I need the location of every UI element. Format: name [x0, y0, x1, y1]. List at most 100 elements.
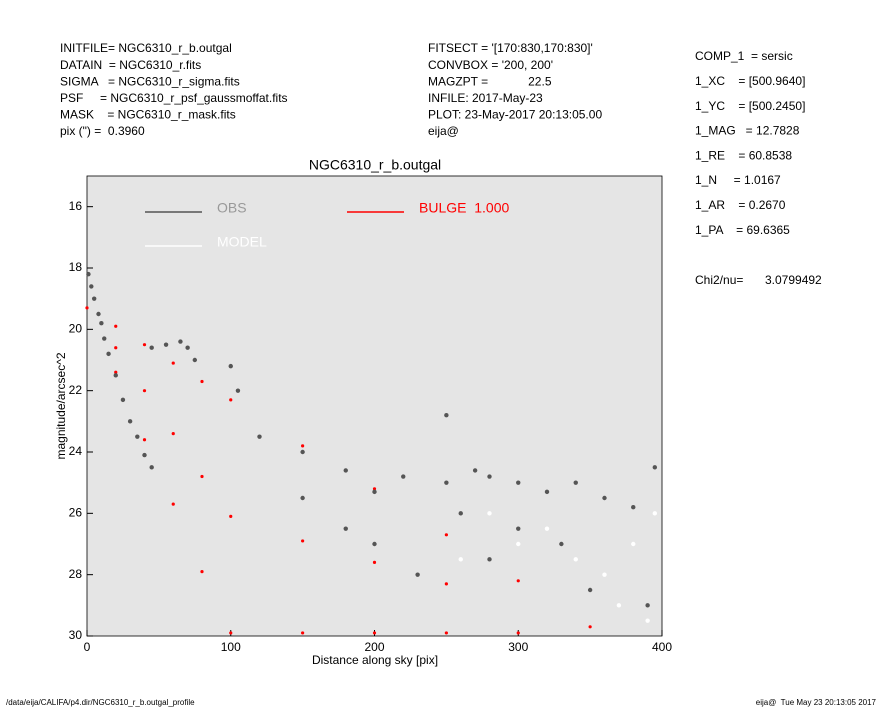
data-point [487, 511, 492, 516]
data-point [257, 434, 262, 439]
data-point [645, 618, 650, 623]
header-line: INFILE: 2017-May-23 [428, 91, 543, 105]
data-point [343, 526, 348, 531]
data-point [631, 541, 636, 547]
data-point [96, 311, 101, 317]
header-line: MASK = NGC6310_r_mask.fits [60, 108, 236, 122]
data-point [372, 541, 377, 547]
data-point [372, 631, 377, 635]
data-point [300, 449, 305, 455]
data-point [142, 438, 147, 442]
y-tick-label: 20 [69, 322, 83, 336]
data-point [587, 587, 593, 593]
x-tick-label: 0 [84, 640, 91, 654]
data-point [114, 346, 118, 350]
data-point [444, 533, 448, 537]
data-point [229, 398, 233, 402]
header-line: FITSECT = '[170:830,170:830]' [428, 41, 593, 55]
data-point [149, 465, 154, 470]
data-point [343, 468, 348, 473]
data-point [178, 339, 183, 344]
param-line: 1_N = 1.0167 [695, 173, 781, 187]
data-point [113, 373, 118, 378]
data-point [301, 539, 305, 543]
data-point [444, 582, 448, 586]
header-line: eija@ [428, 124, 459, 138]
chart-title: NGC6310_r_b.outgal [309, 157, 441, 173]
header-line: INITFILE= NGC6310_r_b.outgal [60, 41, 232, 55]
data-point [472, 468, 478, 473]
data-point [516, 526, 521, 531]
header-line: pix (") = 0.3960 [60, 124, 145, 138]
data-point [171, 361, 175, 365]
header-line: MAGZPT = 22.5 [428, 74, 552, 88]
data-point [200, 379, 204, 384]
data-point [652, 465, 658, 470]
data-point [192, 357, 198, 363]
data-point [372, 489, 377, 495]
data-point [200, 570, 204, 574]
chi2-value: 3.0799492 [765, 273, 822, 287]
data-point [559, 541, 564, 547]
data-point [91, 296, 97, 301]
data-point [616, 603, 622, 608]
data-point [458, 511, 463, 516]
legend-label: BULGE 1.000 [419, 200, 509, 216]
data-point [185, 345, 190, 350]
data-point [135, 434, 140, 439]
data-point [487, 474, 492, 479]
data-point [200, 474, 204, 479]
data-point [85, 306, 89, 310]
data-point [114, 324, 118, 328]
data-point [301, 631, 305, 635]
header-line: PSF = NGC6310_r_psf_gaussmoffat.fits [60, 91, 288, 105]
data-point [602, 572, 607, 577]
data-point [142, 452, 147, 458]
data-point [301, 444, 305, 448]
data-point [631, 505, 636, 510]
footer-path: /data/eija/CALIFA/p4.dir/NGC6310_r_b.out… [6, 698, 195, 707]
data-point [415, 572, 420, 577]
data-point [602, 495, 607, 501]
data-point [86, 271, 91, 277]
data-point [372, 560, 377, 565]
header-line: SIGMA = NGC6310_r_sigma.fits [60, 74, 240, 88]
data-point [106, 351, 111, 357]
data-point [573, 480, 578, 485]
footer-stamp: eija@ Tue May 23 20:13:05 2017 [756, 698, 877, 707]
param-line: COMP_1 = sersic [695, 49, 793, 63]
data-point [516, 480, 521, 485]
data-point [516, 631, 520, 635]
data-point [235, 388, 241, 393]
data-point [163, 342, 169, 347]
param-line: 1_XC = [500.9640] [695, 74, 805, 88]
data-point [171, 432, 175, 436]
y-tick-label: 22 [69, 383, 83, 397]
y-tick-label: 24 [69, 444, 83, 458]
legend-label: MODEL [217, 234, 267, 250]
x-tick-label: 300 [508, 640, 528, 654]
header-line: CONVBOX = '200, 200' [428, 58, 553, 72]
data-point [99, 321, 104, 326]
data-point [372, 487, 377, 491]
y-tick-label: 16 [69, 199, 83, 213]
y-tick-label: 30 [69, 628, 83, 642]
data-point [444, 413, 449, 418]
data-point [149, 345, 154, 350]
header-line: DATAIN = NGC6310_r.fits [60, 58, 201, 72]
data-point [573, 557, 578, 562]
data-point [228, 363, 233, 369]
param-line: 1_MAG = 12.7828 [695, 124, 800, 138]
data-point [127, 419, 133, 424]
data-point [401, 474, 406, 479]
y-tick-label: 28 [69, 567, 83, 581]
plot-area [86, 175, 663, 637]
data-point [120, 397, 126, 403]
data-point [444, 631, 448, 635]
x-tick-label: 400 [652, 640, 672, 654]
data-point [444, 480, 449, 485]
data-point [645, 603, 650, 608]
data-point [516, 579, 520, 583]
y-tick-label: 18 [69, 260, 83, 274]
